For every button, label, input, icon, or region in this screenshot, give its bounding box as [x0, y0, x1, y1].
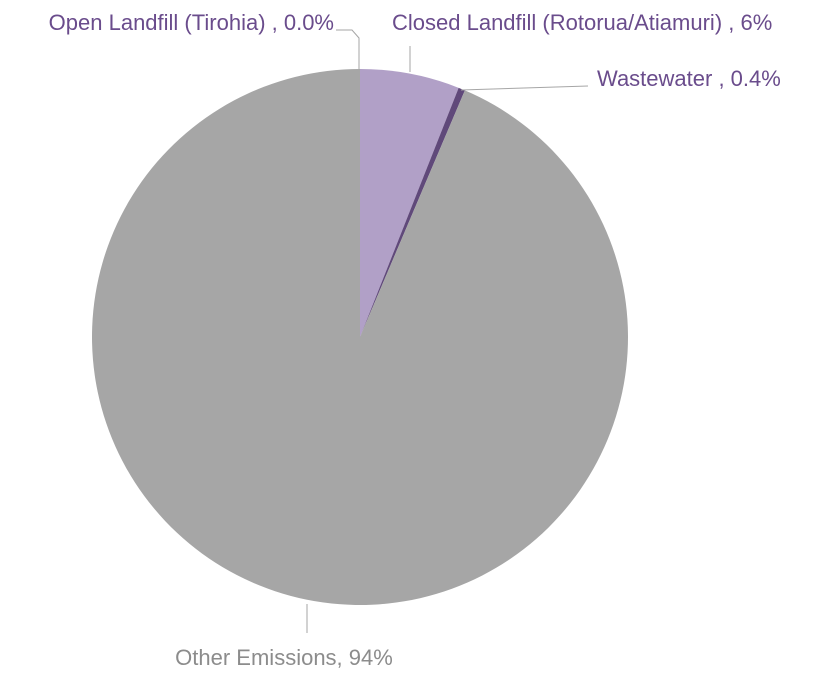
slice-wastewater	[360, 87, 465, 337]
labels-layer: Open Landfill (Tirohia) , 0.0% Closed Lan…	[49, 10, 781, 670]
slice-open-landfill-tirohia-label: Open Landfill (Tirohia) , 0.0%	[49, 10, 334, 35]
slice-open-landfill-tirohia-leader-line	[336, 29, 360, 69]
slice-closed-landfill-rotorua-atiamuri	[360, 69, 459, 337]
slice-wastewater-label: Wastewater , 0.4%	[597, 66, 781, 91]
slices-layer	[92, 69, 629, 605]
slice-closed-landfill-rotorua-atiamuri-label: Closed Landfill (Rotorua/Atiamuri) , 6%	[392, 10, 772, 35]
slice-other-emissions	[92, 69, 629, 605]
leader-lines-layer	[306, 29, 589, 633]
slice-wastewater-leader-line	[460, 85, 589, 91]
slice-other-emissions-label: Other Emissions, 94%	[175, 645, 393, 670]
